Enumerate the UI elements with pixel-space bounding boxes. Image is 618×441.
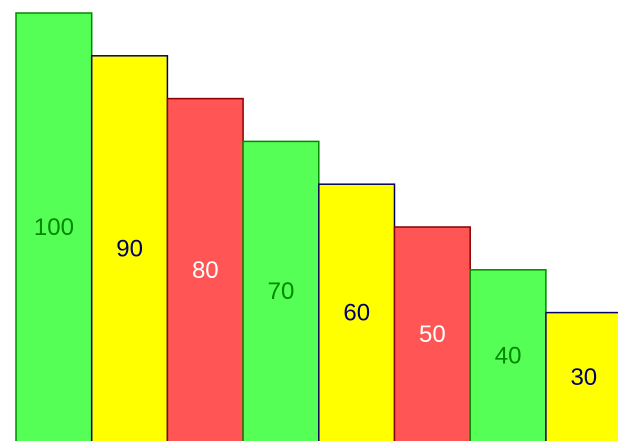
bar-90 bbox=[90, 55, 169, 441]
bar-value-label: 60 bbox=[343, 300, 370, 327]
bar-value-label: 80 bbox=[192, 257, 219, 284]
bars-group bbox=[15, 12, 618, 441]
bar-value-label: 100 bbox=[34, 214, 74, 241]
data-labels-group: 100 90 80 70 60 50 40 30 bbox=[34, 214, 597, 391]
bar-50 bbox=[393, 226, 471, 441]
bar-40 bbox=[469, 269, 547, 441]
bar-value-label: 40 bbox=[495, 342, 522, 369]
bar-80 bbox=[166, 97, 244, 441]
bar-value-label: 30 bbox=[570, 364, 597, 391]
bar-value-label: 90 bbox=[116, 235, 143, 262]
bar-60 bbox=[318, 183, 396, 441]
bar-70 bbox=[242, 140, 320, 441]
bar-value-label: 70 bbox=[268, 278, 295, 305]
bar-30 bbox=[545, 311, 618, 441]
bar-100 bbox=[15, 12, 93, 441]
bar-value-label: 50 bbox=[419, 321, 446, 348]
